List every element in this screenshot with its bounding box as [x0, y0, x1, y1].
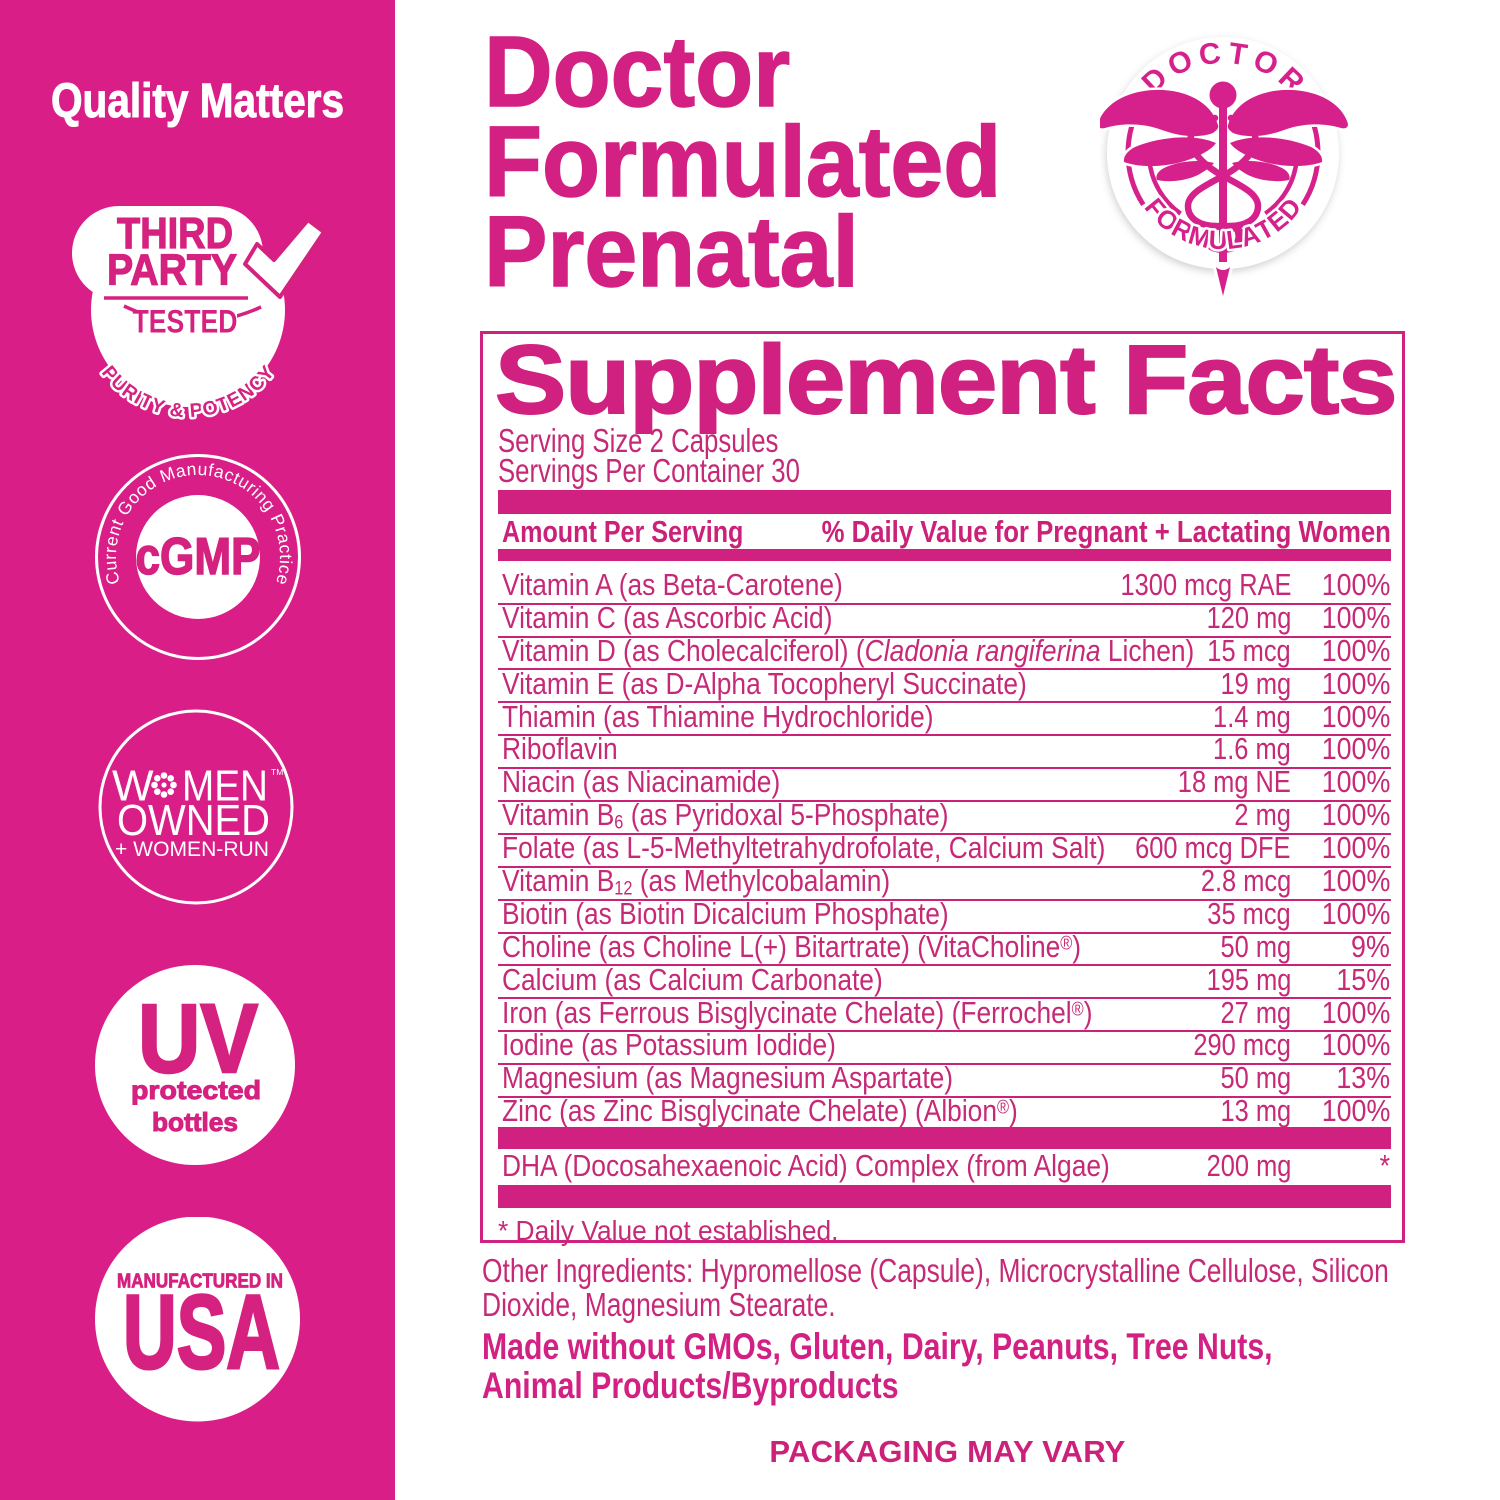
svg-text:MEN: MEN	[182, 761, 268, 810]
svg-text:TM: TM	[271, 767, 283, 777]
svg-text:e: e	[101, 534, 122, 547]
svg-text:u: u	[197, 459, 208, 479]
svg-text:THIRD: THIRD	[117, 209, 233, 258]
svg-text:u: u	[100, 560, 121, 572]
svg-text:n: n	[186, 459, 197, 480]
svg-text:PARTY: PARTY	[107, 245, 237, 294]
svg-text:e: e	[272, 572, 294, 587]
svg-text:r: r	[100, 554, 120, 560]
svg-text:+ WOMEN-RUN: + WOMEN-RUN	[115, 837, 269, 861]
svg-text:f: f	[207, 460, 215, 481]
svg-text:&: &	[169, 399, 185, 422]
svg-text:r: r	[271, 524, 292, 536]
svg-text:OWNED: OWNED	[117, 796, 270, 845]
svg-text:P: P	[189, 399, 204, 422]
svg-text:C: C	[1197, 37, 1223, 73]
svg-text:U: U	[1208, 224, 1228, 255]
svg-text:M: M	[157, 463, 178, 487]
svg-text:W: W	[112, 761, 154, 810]
svg-text:c: c	[275, 543, 296, 554]
svg-text:cGMP: cGMP	[136, 528, 261, 586]
svg-text:MANUFACTURED IN: MANUFACTURED IN	[117, 1270, 283, 1292]
svg-text:c: c	[275, 564, 296, 576]
svg-text:USA: USA	[123, 1274, 280, 1391]
svg-text:O: O	[200, 396, 220, 421]
svg-text:C: C	[101, 570, 123, 587]
svg-text:r: r	[100, 546, 120, 554]
svg-text:protected: protected	[131, 1075, 261, 1105]
svg-text:a: a	[273, 531, 295, 545]
svg-text:a: a	[174, 460, 188, 482]
svg-text:TESTED: TESTED	[133, 304, 238, 340]
svg-text:bottles: bottles	[152, 1107, 238, 1137]
svg-text:T: T	[1226, 37, 1249, 72]
svg-text:UV: UV	[138, 984, 258, 1093]
svg-text:t: t	[276, 554, 296, 559]
svg-text:i: i	[276, 560, 296, 565]
